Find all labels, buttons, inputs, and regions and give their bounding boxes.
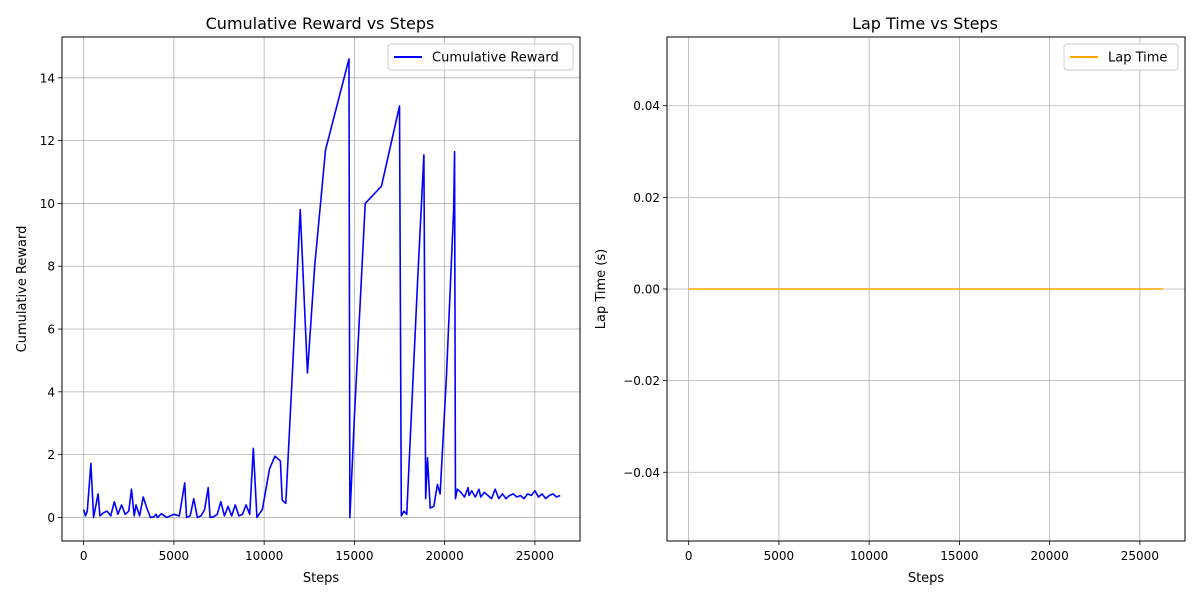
x-tick-label: 5000: [159, 549, 190, 563]
lap-time-chart: Lap Time vs Steps 0 5000 10000 15000 20000 25…: [594, 14, 1186, 586]
legend-box: [387, 43, 574, 71]
y-tick-label: 12: [40, 134, 55, 148]
grid: [667, 37, 1185, 541]
ticks: 0 5000 10000 15000 20000 25000 0 2 4 6 8 10 12 14: [40, 71, 554, 563]
y-tick-label: 0: [47, 511, 55, 525]
series-line-0: [82, 58, 561, 519]
x-tick-label: 20000: [426, 549, 464, 563]
ticks: 0 5000 10000 15000 20000 25000 −0.04 −0.02 0.00 0…: [623, 99, 1159, 563]
legend-box: [1063, 43, 1179, 71]
chart-title: Lap Time vs Steps: [852, 14, 998, 33]
x-tick-label: 10000: [850, 549, 888, 563]
y-tick-label: 6: [47, 323, 55, 337]
y-axis-label: Cumulative Reward: [15, 226, 30, 353]
legend: Cumulative Reward: [387, 43, 574, 71]
x-tick-label: 5000: [764, 549, 795, 563]
y-tick-label: 4: [47, 385, 55, 399]
legend-label: Lap Time: [1108, 51, 1167, 66]
x-tick-label: 15000: [940, 549, 978, 563]
y-tick-label: 0.00: [633, 283, 660, 297]
y-tick-label: 2: [47, 448, 55, 462]
x-tick-label: 15000: [335, 549, 373, 563]
x-tick-label: 20000: [1031, 549, 1069, 563]
plot-area-frame: [61, 36, 581, 542]
y-tick-label: 10: [40, 197, 55, 211]
chart-title: Cumulative Reward vs Steps: [206, 14, 435, 33]
y-tick-label: −0.04: [623, 466, 660, 480]
x-tick-label: 25000: [516, 549, 554, 563]
series-lines: [82, 58, 561, 519]
y-axis-label: Lap Time (s): [594, 249, 609, 329]
cumulative-reward-chart: Cumulative Reward vs Steps 0 5000 10000 150…: [15, 14, 581, 586]
x-axis-label: Steps: [908, 571, 945, 586]
x-tick-label: 0: [685, 549, 693, 563]
x-tick-label: 25000: [1121, 549, 1159, 563]
y-tick-label: 0.02: [633, 191, 660, 205]
y-tick-label: 0.04: [633, 99, 660, 113]
y-tick-label: 8: [47, 260, 55, 274]
grid: [62, 37, 580, 541]
legend: Lap Time: [1063, 43, 1179, 71]
legend-label: Cumulative Reward: [432, 51, 559, 66]
x-axis-label: Steps: [303, 571, 340, 586]
x-tick-label: 0: [80, 549, 88, 563]
x-tick-label: 10000: [245, 549, 283, 563]
y-tick-label: 14: [40, 71, 55, 85]
y-tick-label: −0.02: [623, 374, 660, 388]
